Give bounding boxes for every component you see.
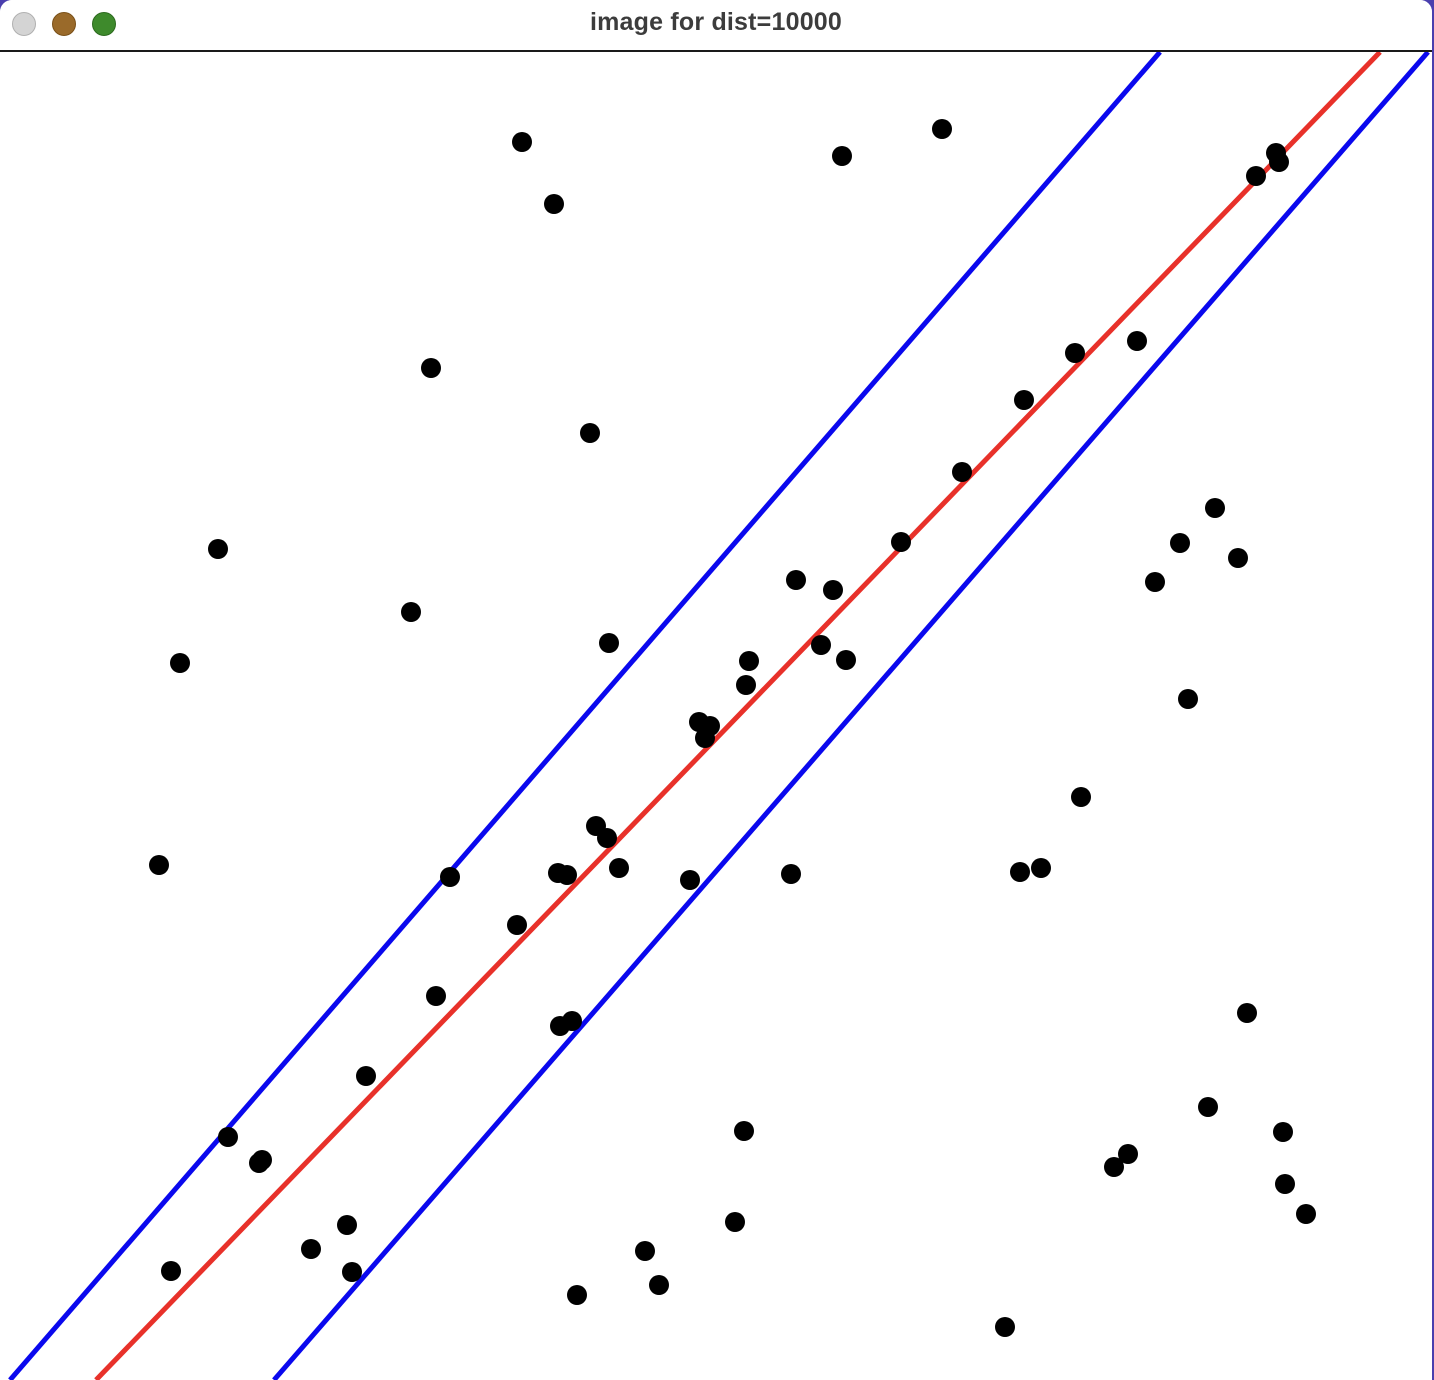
image-canvas <box>0 52 1432 1380</box>
data-point <box>952 462 972 482</box>
data-point <box>811 635 831 655</box>
lines-layer <box>8 52 1430 1380</box>
data-point <box>440 867 460 887</box>
data-point <box>342 1262 362 1282</box>
data-point <box>695 728 715 748</box>
data-point <box>1228 548 1248 568</box>
data-point <box>1065 343 1085 363</box>
data-point <box>1127 331 1147 351</box>
minimize-button[interactable] <box>52 12 76 36</box>
data-point <box>507 915 527 935</box>
data-point <box>680 870 700 890</box>
data-point <box>562 1011 582 1031</box>
data-point <box>1145 572 1165 592</box>
data-point <box>725 1212 745 1232</box>
data-point <box>252 1150 272 1170</box>
data-point <box>786 570 806 590</box>
data-point <box>544 194 564 214</box>
data-point <box>1118 1144 1138 1164</box>
close-button[interactable] <box>12 12 36 36</box>
data-point <box>1010 862 1030 882</box>
upper-bound-line <box>8 52 1162 1380</box>
data-point <box>932 119 952 139</box>
data-point <box>635 1241 655 1261</box>
fit-line <box>94 52 1382 1380</box>
data-point <box>208 539 228 559</box>
data-point <box>1170 533 1190 553</box>
data-point <box>891 532 911 552</box>
data-point <box>1014 390 1034 410</box>
data-point <box>426 986 446 1006</box>
data-point <box>301 1239 321 1259</box>
data-point <box>580 423 600 443</box>
data-point <box>337 1215 357 1235</box>
data-point <box>739 651 759 671</box>
data-point <box>356 1066 376 1086</box>
data-point <box>832 146 852 166</box>
data-point <box>597 828 617 848</box>
data-point <box>161 1261 181 1281</box>
lower-bound-line <box>272 52 1430 1380</box>
data-point <box>149 855 169 875</box>
data-point <box>781 864 801 884</box>
data-point <box>421 358 441 378</box>
data-point <box>401 602 421 622</box>
data-point <box>734 1121 754 1141</box>
data-point <box>1296 1204 1316 1224</box>
data-point <box>1205 498 1225 518</box>
plot-svg <box>8 52 1430 1380</box>
window-title: image for dist=10000 <box>589 8 843 36</box>
data-point <box>823 580 843 600</box>
data-point <box>836 650 856 670</box>
data-point <box>1071 787 1091 807</box>
data-point <box>218 1127 238 1147</box>
data-point <box>1273 1122 1293 1142</box>
data-point <box>736 675 756 695</box>
data-point <box>557 865 577 885</box>
data-point <box>512 132 532 152</box>
data-point <box>567 1285 587 1305</box>
data-point <box>1246 166 1266 186</box>
data-point <box>995 1317 1015 1337</box>
data-point <box>599 633 619 653</box>
data-point <box>1237 1003 1257 1023</box>
zoom-button[interactable] <box>92 12 116 36</box>
window-titlebar[interactable]: image for dist=10000 <box>0 0 1432 52</box>
data-point <box>1198 1097 1218 1117</box>
data-point <box>1104 1157 1124 1177</box>
points-layer <box>149 119 1316 1337</box>
data-point <box>170 653 190 673</box>
data-point <box>649 1275 669 1295</box>
data-point <box>1031 858 1051 878</box>
data-point <box>1178 689 1198 709</box>
data-point <box>1269 152 1289 172</box>
data-point <box>609 858 629 878</box>
data-point <box>1275 1174 1295 1194</box>
